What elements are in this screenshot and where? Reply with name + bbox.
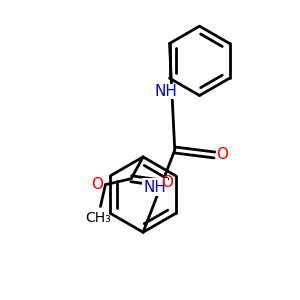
Text: O: O (92, 177, 104, 192)
Text: NH: NH (154, 84, 177, 99)
Text: O: O (216, 148, 228, 163)
Text: NH: NH (143, 179, 166, 194)
Text: CH₃: CH₃ (85, 212, 111, 225)
Text: O: O (161, 175, 173, 190)
